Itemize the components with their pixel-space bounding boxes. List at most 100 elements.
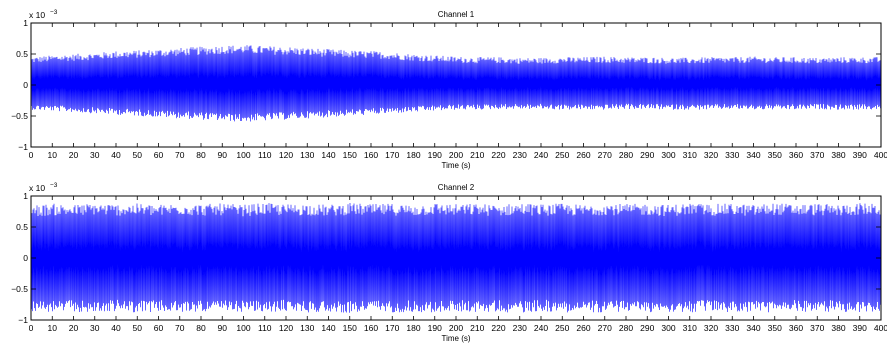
- channel-1-x-tick-label: 30: [90, 150, 100, 160]
- channel-2-y-tick-label: −1: [18, 315, 28, 325]
- channel-2-x-tick-label: 140: [321, 323, 335, 333]
- channel-2-x-tick-label: 290: [640, 323, 654, 333]
- channel-2-x-tick-label: 330: [725, 323, 739, 333]
- channel-1-x-tick-label: 210: [470, 150, 484, 160]
- channel-2-x-tick-label: 30: [90, 323, 100, 333]
- channel-1-x-tick-label: 160: [364, 150, 378, 160]
- channel-2-x-tick-label: 0: [29, 323, 34, 333]
- channel-2-y-exponent-base: x 10: [29, 183, 45, 193]
- channel-1-x-tick-label: 370: [810, 150, 824, 160]
- channel-2-x-tick-label: 390: [853, 323, 867, 333]
- channel-2-x-tick-label: 90: [218, 323, 228, 333]
- channel-1-x-tick-label: 290: [640, 150, 654, 160]
- channel-1-x-tick-label: 100: [236, 150, 250, 160]
- channel-2-x-tick-label: 130: [300, 323, 314, 333]
- channel-1-x-tick-label: 50: [133, 150, 143, 160]
- channel-2-x-tick-label: 370: [810, 323, 824, 333]
- channel-2-x-tick-label: 240: [534, 323, 548, 333]
- channel-1-signal-line: [30, 45, 882, 122]
- channel-2-x-tick-label: 320: [704, 323, 718, 333]
- channel-2-x-tick-label: 110: [258, 323, 272, 333]
- channel-1-x-tick-label: 220: [491, 150, 505, 160]
- channel-1-x-tick-label: 140: [321, 150, 335, 160]
- channel-2-x-tick-label: 300: [661, 323, 675, 333]
- channel-2-x-tick-label: 260: [576, 323, 590, 333]
- channel-2-x-tick-label: 310: [683, 323, 697, 333]
- channel-2-x-tick-label: 170: [385, 323, 399, 333]
- channel-2-x-tick-label: 80: [196, 323, 206, 333]
- channel-1-x-tick-label: 320: [704, 150, 718, 160]
- channel-2-signal-line: [30, 202, 882, 313]
- channel-1-x-tick-label: 240: [534, 150, 548, 160]
- channel-2-y-tick-label: −0.5: [11, 284, 28, 294]
- channel-2-x-tick-label: 100: [236, 323, 250, 333]
- channel-2-x-tick-label: 200: [449, 323, 463, 333]
- channel-1-x-tick-label: 300: [661, 150, 675, 160]
- channel-2-x-tick-label: 270: [598, 323, 612, 333]
- channel-1-x-tick-label: 340: [746, 150, 760, 160]
- channel-2-x-tick-label: 400: [874, 323, 887, 333]
- channel-1-x-tick-label: 200: [449, 150, 463, 160]
- channel-1-x-tick-label: 180: [406, 150, 420, 160]
- channel-2-y-tick-label: 1: [23, 191, 28, 201]
- channel-1-y-tick-label: 0.5: [16, 49, 28, 59]
- channel-2-x-tick-label: 280: [619, 323, 633, 333]
- channel-2-x-tick-label: 220: [491, 323, 505, 333]
- channel-2-x-tick-label: 120: [279, 323, 293, 333]
- channel-1-y-tick-label: −0.5: [11, 111, 28, 121]
- channel-1-x-tick-label: 350: [768, 150, 782, 160]
- channel-1-x-tick-label: 90: [218, 150, 228, 160]
- channel-1-y-tick-label: −1: [18, 142, 28, 152]
- channel-2-y-exponent-power: −3: [50, 182, 58, 189]
- channel-1-y-tick-label: 0: [23, 80, 28, 90]
- channel-1-x-axis-label: Time (s): [441, 161, 470, 170]
- channel-2-x-tick-label: 250: [555, 323, 569, 333]
- channel-1-x-tick-label: 120: [279, 150, 293, 160]
- channel-1-y-tick-label: 1: [23, 18, 28, 28]
- channel-2-x-tick-label: 40: [111, 323, 121, 333]
- channel-1-title: Channel 1: [438, 10, 475, 19]
- channel-1-x-tick-label: 20: [69, 150, 79, 160]
- channel-2-x-tick-label: 150: [343, 323, 357, 333]
- channel-1-x-tick-label: 10: [48, 150, 58, 160]
- channel-1-x-tick-label: 0: [29, 150, 34, 160]
- channel-2-x-axis-label: Time (s): [441, 334, 470, 343]
- channel-2-x-tick-label: 190: [428, 323, 442, 333]
- channel-1-x-tick-label: 250: [555, 150, 569, 160]
- channel-2-y-tick-label: 0: [23, 253, 28, 263]
- channel-2-x-tick-label: 340: [746, 323, 760, 333]
- channel-1-x-tick-label: 110: [258, 150, 272, 160]
- channel-2-x-tick-label: 350: [768, 323, 782, 333]
- channel-2-y-tick-label: 0.5: [16, 222, 28, 232]
- channel-2-x-tick-label: 60: [154, 323, 164, 333]
- channel-1-x-tick-label: 170: [385, 150, 399, 160]
- channel-2-x-tick-label: 20: [69, 323, 79, 333]
- channel-1-x-tick-label: 270: [598, 150, 612, 160]
- channel-1-x-tick-label: 380: [831, 150, 845, 160]
- channel-1-x-tick-label: 70: [175, 150, 185, 160]
- channel-1-x-tick-label: 230: [513, 150, 527, 160]
- channel-1-x-tick-label: 40: [111, 150, 121, 160]
- channel-1-x-tick-label: 400: [874, 150, 887, 160]
- channel-2-x-tick-label: 210: [470, 323, 484, 333]
- channel-2-x-tick-label: 50: [133, 323, 143, 333]
- channel-2-x-tick-label: 10: [48, 323, 58, 333]
- channel-1-y-exponent-power: −3: [50, 9, 58, 16]
- channel-1-x-tick-label: 190: [428, 150, 442, 160]
- channel-1-x-tick-label: 310: [683, 150, 697, 160]
- channel-1-x-tick-label: 80: [196, 150, 206, 160]
- channel-1-x-tick-label: 330: [725, 150, 739, 160]
- channel-2-x-tick-label: 380: [831, 323, 845, 333]
- channel-1-x-tick-label: 60: [154, 150, 164, 160]
- channel-2-x-tick-label: 160: [364, 323, 378, 333]
- channel-1-x-tick-label: 390: [853, 150, 867, 160]
- channel-1-x-tick-label: 360: [789, 150, 803, 160]
- channel-1-x-tick-label: 280: [619, 150, 633, 160]
- channel-1-x-tick-label: 130: [300, 150, 314, 160]
- channel-1-x-tick-label: 150: [343, 150, 357, 160]
- channel-2-x-tick-label: 180: [406, 323, 420, 333]
- channel-2-title: Channel 2: [438, 183, 475, 192]
- channel-2-x-tick-label: 230: [513, 323, 527, 333]
- channel-2-x-tick-label: 360: [789, 323, 803, 333]
